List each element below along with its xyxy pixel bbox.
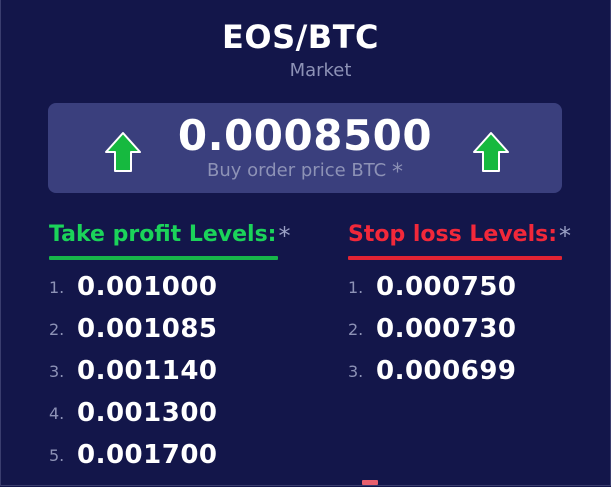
level-number: 4. bbox=[49, 403, 65, 423]
level-value: 0.000730 bbox=[376, 314, 517, 344]
level-number: 1. bbox=[348, 277, 364, 297]
price-label-text: Buy order price BTC bbox=[207, 160, 387, 181]
stop-loss-item: 1. 0.000750 bbox=[348, 266, 571, 308]
buy-order-price-label: Buy order price BTC * bbox=[48, 160, 562, 185]
stop-loss-heading: Stop loss Levels:* bbox=[348, 222, 571, 250]
level-value: 0.001300 bbox=[77, 398, 218, 428]
level-number: 1. bbox=[49, 277, 65, 297]
required-asterisk: * bbox=[278, 222, 291, 250]
take-profit-heading: Take profit Levels:* bbox=[49, 222, 290, 250]
level-number: 2. bbox=[348, 319, 364, 339]
level-value: 0.000750 bbox=[376, 272, 517, 302]
required-asterisk: * bbox=[391, 160, 403, 185]
take-profit-item: 4. 0.001300 bbox=[49, 392, 290, 434]
required-asterisk: * bbox=[559, 222, 572, 250]
level-number: 3. bbox=[348, 361, 364, 381]
stop-loss-title: Stop loss Levels: bbox=[348, 222, 558, 247]
take-profit-title: Take profit Levels: bbox=[49, 222, 277, 247]
take-profit-item: 3. 0.001140 bbox=[49, 350, 290, 392]
up-arrow-icon bbox=[105, 132, 141, 172]
level-value: 0.001700 bbox=[77, 440, 218, 470]
pair-title: EOS/BTC bbox=[222, 18, 379, 56]
level-value: 0.000699 bbox=[376, 356, 517, 386]
stop-loss-underline bbox=[348, 256, 562, 260]
take-profit-item: 1. 0.001000 bbox=[49, 266, 290, 308]
up-arrow-icon bbox=[473, 132, 509, 172]
stop-loss-list: 1. 0.000750 2. 0.000730 3. 0.000699 bbox=[348, 266, 571, 392]
scroll-indicator bbox=[362, 480, 378, 485]
take-profit-list: 1. 0.001000 2. 0.001085 3. 0.001140 4. 0.001… bbox=[49, 266, 290, 476]
level-value: 0.001140 bbox=[77, 356, 218, 386]
stop-loss-item: 3. 0.000699 bbox=[348, 350, 571, 392]
level-number: 3. bbox=[49, 361, 65, 381]
take-profit-section: Take profit Levels:* 1. 0.001000 2. 0.0010… bbox=[49, 222, 290, 476]
level-value: 0.001085 bbox=[77, 314, 218, 344]
order-type-label: Market bbox=[289, 60, 352, 81]
level-value: 0.001000 bbox=[77, 272, 218, 302]
level-number: 5. bbox=[49, 445, 65, 465]
level-number: 2. bbox=[49, 319, 65, 339]
price-panel: 0.0008500 Buy order price BTC * bbox=[48, 103, 562, 193]
buy-order-price-value: 0.0008500 bbox=[177, 111, 433, 160]
stop-loss-section: Stop loss Levels:* 1. 0.000750 2. 0.000730… bbox=[348, 222, 571, 392]
stop-loss-item: 2. 0.000730 bbox=[348, 308, 571, 350]
take-profit-item: 2. 0.001085 bbox=[49, 308, 290, 350]
take-profit-item: 5. 0.001700 bbox=[49, 434, 290, 476]
take-profit-underline bbox=[49, 256, 278, 260]
